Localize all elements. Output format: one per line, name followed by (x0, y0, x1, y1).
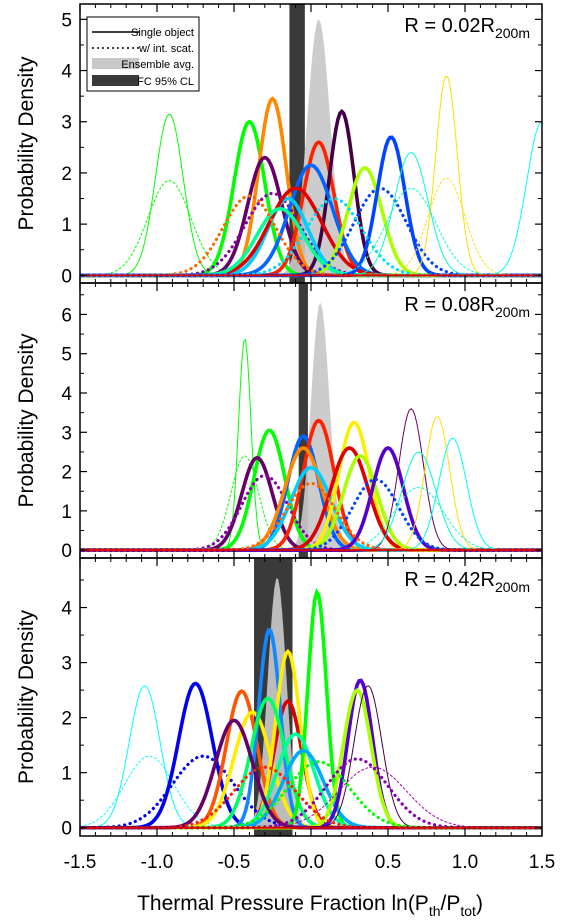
y-tick-label: 1 (61, 502, 72, 523)
radius-label: R = 0.02R200m (404, 15, 530, 41)
y-tick-label: 3 (61, 423, 72, 444)
y-tick-label: 1 (61, 764, 72, 785)
ensemble-average (80, 19, 542, 276)
x-axis-label-slash: /P (441, 892, 461, 915)
radius-label-sub: 200m (495, 579, 530, 595)
y-tick-label: 2 (61, 164, 72, 185)
x-tick-label: 1.0 (452, 852, 478, 873)
legend-fc-swatch (92, 75, 139, 86)
panel-1: 0 1 2 3 4 5 Probability Density R = 0.02R200m (15, 3, 543, 287)
legend-single-object-label: Single object (131, 27, 194, 39)
y-tick-label: 3 (61, 113, 72, 134)
panel-2-plot-area (80, 283, 542, 558)
fc-95-cl-band (298, 283, 308, 558)
legend-int-scat-label: w/ int. scat. (138, 43, 194, 55)
y-tick-label: 6 (61, 305, 72, 326)
radius-label: R = 0.08R200m (404, 294, 530, 320)
y-tick-label: 5 (61, 10, 72, 31)
radius-label-main: R = 0.42R (404, 569, 495, 591)
y-tick-label: 2 (61, 709, 72, 730)
x-tick-label: -1.5 (64, 852, 97, 873)
curve-3-6 (80, 710, 542, 830)
radius-label-main: R = 0.08R (404, 294, 495, 316)
x-axis-label-sub-tot: tot (460, 903, 476, 919)
x-tick-label: -1.0 (141, 852, 174, 873)
x-tick-labels: -1.5 -1.0 -0.5 0.0 0.5 1.0 1.5 (64, 852, 556, 873)
y-tick-label: 1 (61, 215, 72, 236)
x-axis-label-sub-th: th (429, 903, 441, 919)
y-tick-label: 0 (61, 266, 72, 287)
panel-3: 0 1 2 3 4 Probability Density R = 0.42R200m (15, 557, 543, 840)
y-tick-label: 4 (61, 62, 72, 83)
curve-3-9 (80, 648, 542, 830)
y-tick-label: 0 (61, 541, 72, 562)
y-axis-label: Probability Density (15, 333, 38, 507)
y-tick-label: 4 (61, 384, 72, 405)
x-tick-label: 0.5 (375, 852, 401, 873)
y-tick-label: 5 (61, 345, 72, 366)
x-axis-label: Thermal Pressure Fraction ln(Pth/Ptot) (137, 892, 483, 919)
y-axis-label: Probability Density (15, 610, 38, 784)
x-tick-label: 1.5 (529, 852, 555, 873)
legend-ensemble-label: Ensemble avg. (121, 59, 194, 71)
y-tick-label: 4 (61, 599, 72, 620)
panel-2: 0 1 2 3 4 5 6 Probability Density R = 0.08R200m (15, 282, 543, 562)
ensemble-average (80, 302, 542, 551)
radius-label-sub: 200m (495, 304, 530, 320)
panel-3-plot-area (80, 558, 542, 836)
y-tick-label: 2 (61, 463, 72, 484)
radius-label-sub: 200m (495, 25, 530, 41)
y-tick-label: 3 (61, 654, 72, 675)
x-tick-label: -0.5 (218, 852, 251, 873)
radius-label: R = 0.42R200m (404, 569, 530, 595)
legend: Single object w/ int. scat. Ensemble avg… (86, 16, 200, 92)
legend-fc-label: FC 95% CL (137, 76, 194, 88)
y-axis-label: Probability Density (15, 56, 38, 230)
x-axis-label-main: Thermal Pressure Fraction ln(P (137, 892, 429, 915)
x-tick-label: 0.0 (298, 852, 324, 873)
legend-ensemble-swatch (92, 58, 139, 69)
radius-label-main: R = 0.02R (404, 15, 495, 37)
x-axis-label-close: ) (476, 892, 483, 915)
y-tick-label: 0 (61, 819, 72, 840)
